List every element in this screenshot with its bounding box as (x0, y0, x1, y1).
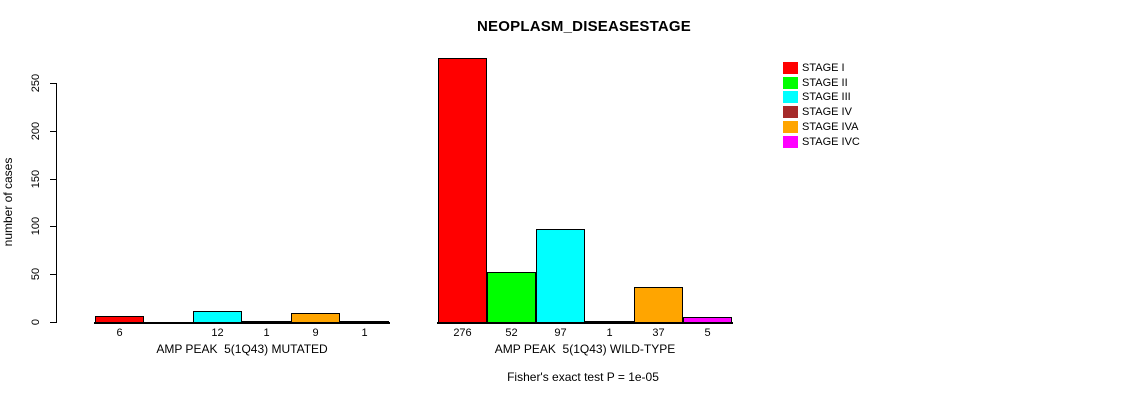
y-axis-title: number of cases (1, 157, 15, 247)
bar-value-label: 6 (116, 327, 123, 339)
footer-note: Fisher's exact test P = 1e-05 (507, 370, 659, 384)
y-tick-label: 200 (30, 121, 42, 141)
bar-value-label: 1 (606, 327, 613, 339)
y-tick (50, 83, 57, 84)
legend-label: STAGE II (802, 77, 848, 89)
y-tick-label: 0 (30, 318, 42, 326)
bar-stage-ivc (683, 317, 732, 323)
group-baseline (437, 322, 733, 324)
y-axis-line (56, 83, 57, 323)
bar-stage-iva (291, 313, 340, 323)
legend-row: STAGE IVC (783, 136, 893, 149)
y-tick-label: 50 (30, 267, 42, 281)
legend-label: STAGE III (802, 91, 851, 103)
legend-label: STAGE IVC (802, 136, 860, 148)
legend-swatch (783, 121, 798, 133)
bar-value-label: 1 (361, 327, 368, 339)
legend-row: STAGE II (783, 77, 893, 90)
legend-row: STAGE IVA (783, 121, 893, 134)
legend-swatch (783, 62, 798, 74)
legend-swatch (783, 91, 798, 103)
bar-value-label: 9 (312, 327, 319, 339)
legend-label: STAGE IV (802, 106, 852, 118)
chart-title: NEOPLASM_DISEASESTAGE (477, 18, 691, 35)
y-tick-label: 250 (30, 73, 42, 93)
y-tick-label: 100 (30, 216, 42, 236)
bar-value-label: 97 (554, 327, 567, 339)
legend-swatch (783, 106, 798, 118)
y-tick (50, 274, 57, 275)
bar-stage-i (95, 316, 144, 323)
bar-stage-ii (487, 272, 536, 323)
group-label: AMP PEAK 5(1Q43) MUTATED (156, 342, 328, 356)
bar-value-label: 37 (652, 327, 665, 339)
y-tick-label: 150 (30, 169, 42, 189)
legend-swatch (783, 136, 798, 148)
bar-stage-iv (242, 321, 291, 323)
bar-stage-i (438, 58, 487, 323)
legend-label: STAGE I (802, 62, 845, 74)
bar-stage-iii (536, 229, 585, 323)
legend-label: STAGE IVA (802, 121, 859, 133)
legend-row: STAGE III (783, 91, 893, 104)
y-tick (50, 179, 57, 180)
bar-value-label: 276 (453, 327, 472, 339)
legend-row: STAGE IV (783, 106, 893, 119)
y-tick (50, 226, 57, 227)
y-tick (50, 131, 57, 132)
bar-value-label: 1 (263, 327, 270, 339)
group-baseline (94, 322, 390, 324)
legend: STAGE I STAGE II STAGE III STAGE IV STAGE IV… (783, 62, 893, 154)
bar-stage-iv (585, 321, 634, 323)
legend-row: STAGE I (783, 62, 893, 75)
bar-value-label: 12 (211, 327, 224, 339)
bar-value-label: 5 (704, 327, 711, 339)
group-label: AMP PEAK 5(1Q43) WILD-TYPE (494, 342, 676, 356)
bar-value-label: 52 (505, 327, 518, 339)
bar-stage-iva (634, 287, 683, 323)
y-tick (50, 322, 57, 323)
legend-swatch (783, 77, 798, 89)
bar-stage-iii (193, 311, 242, 323)
bar-stage-ivc (340, 321, 389, 323)
